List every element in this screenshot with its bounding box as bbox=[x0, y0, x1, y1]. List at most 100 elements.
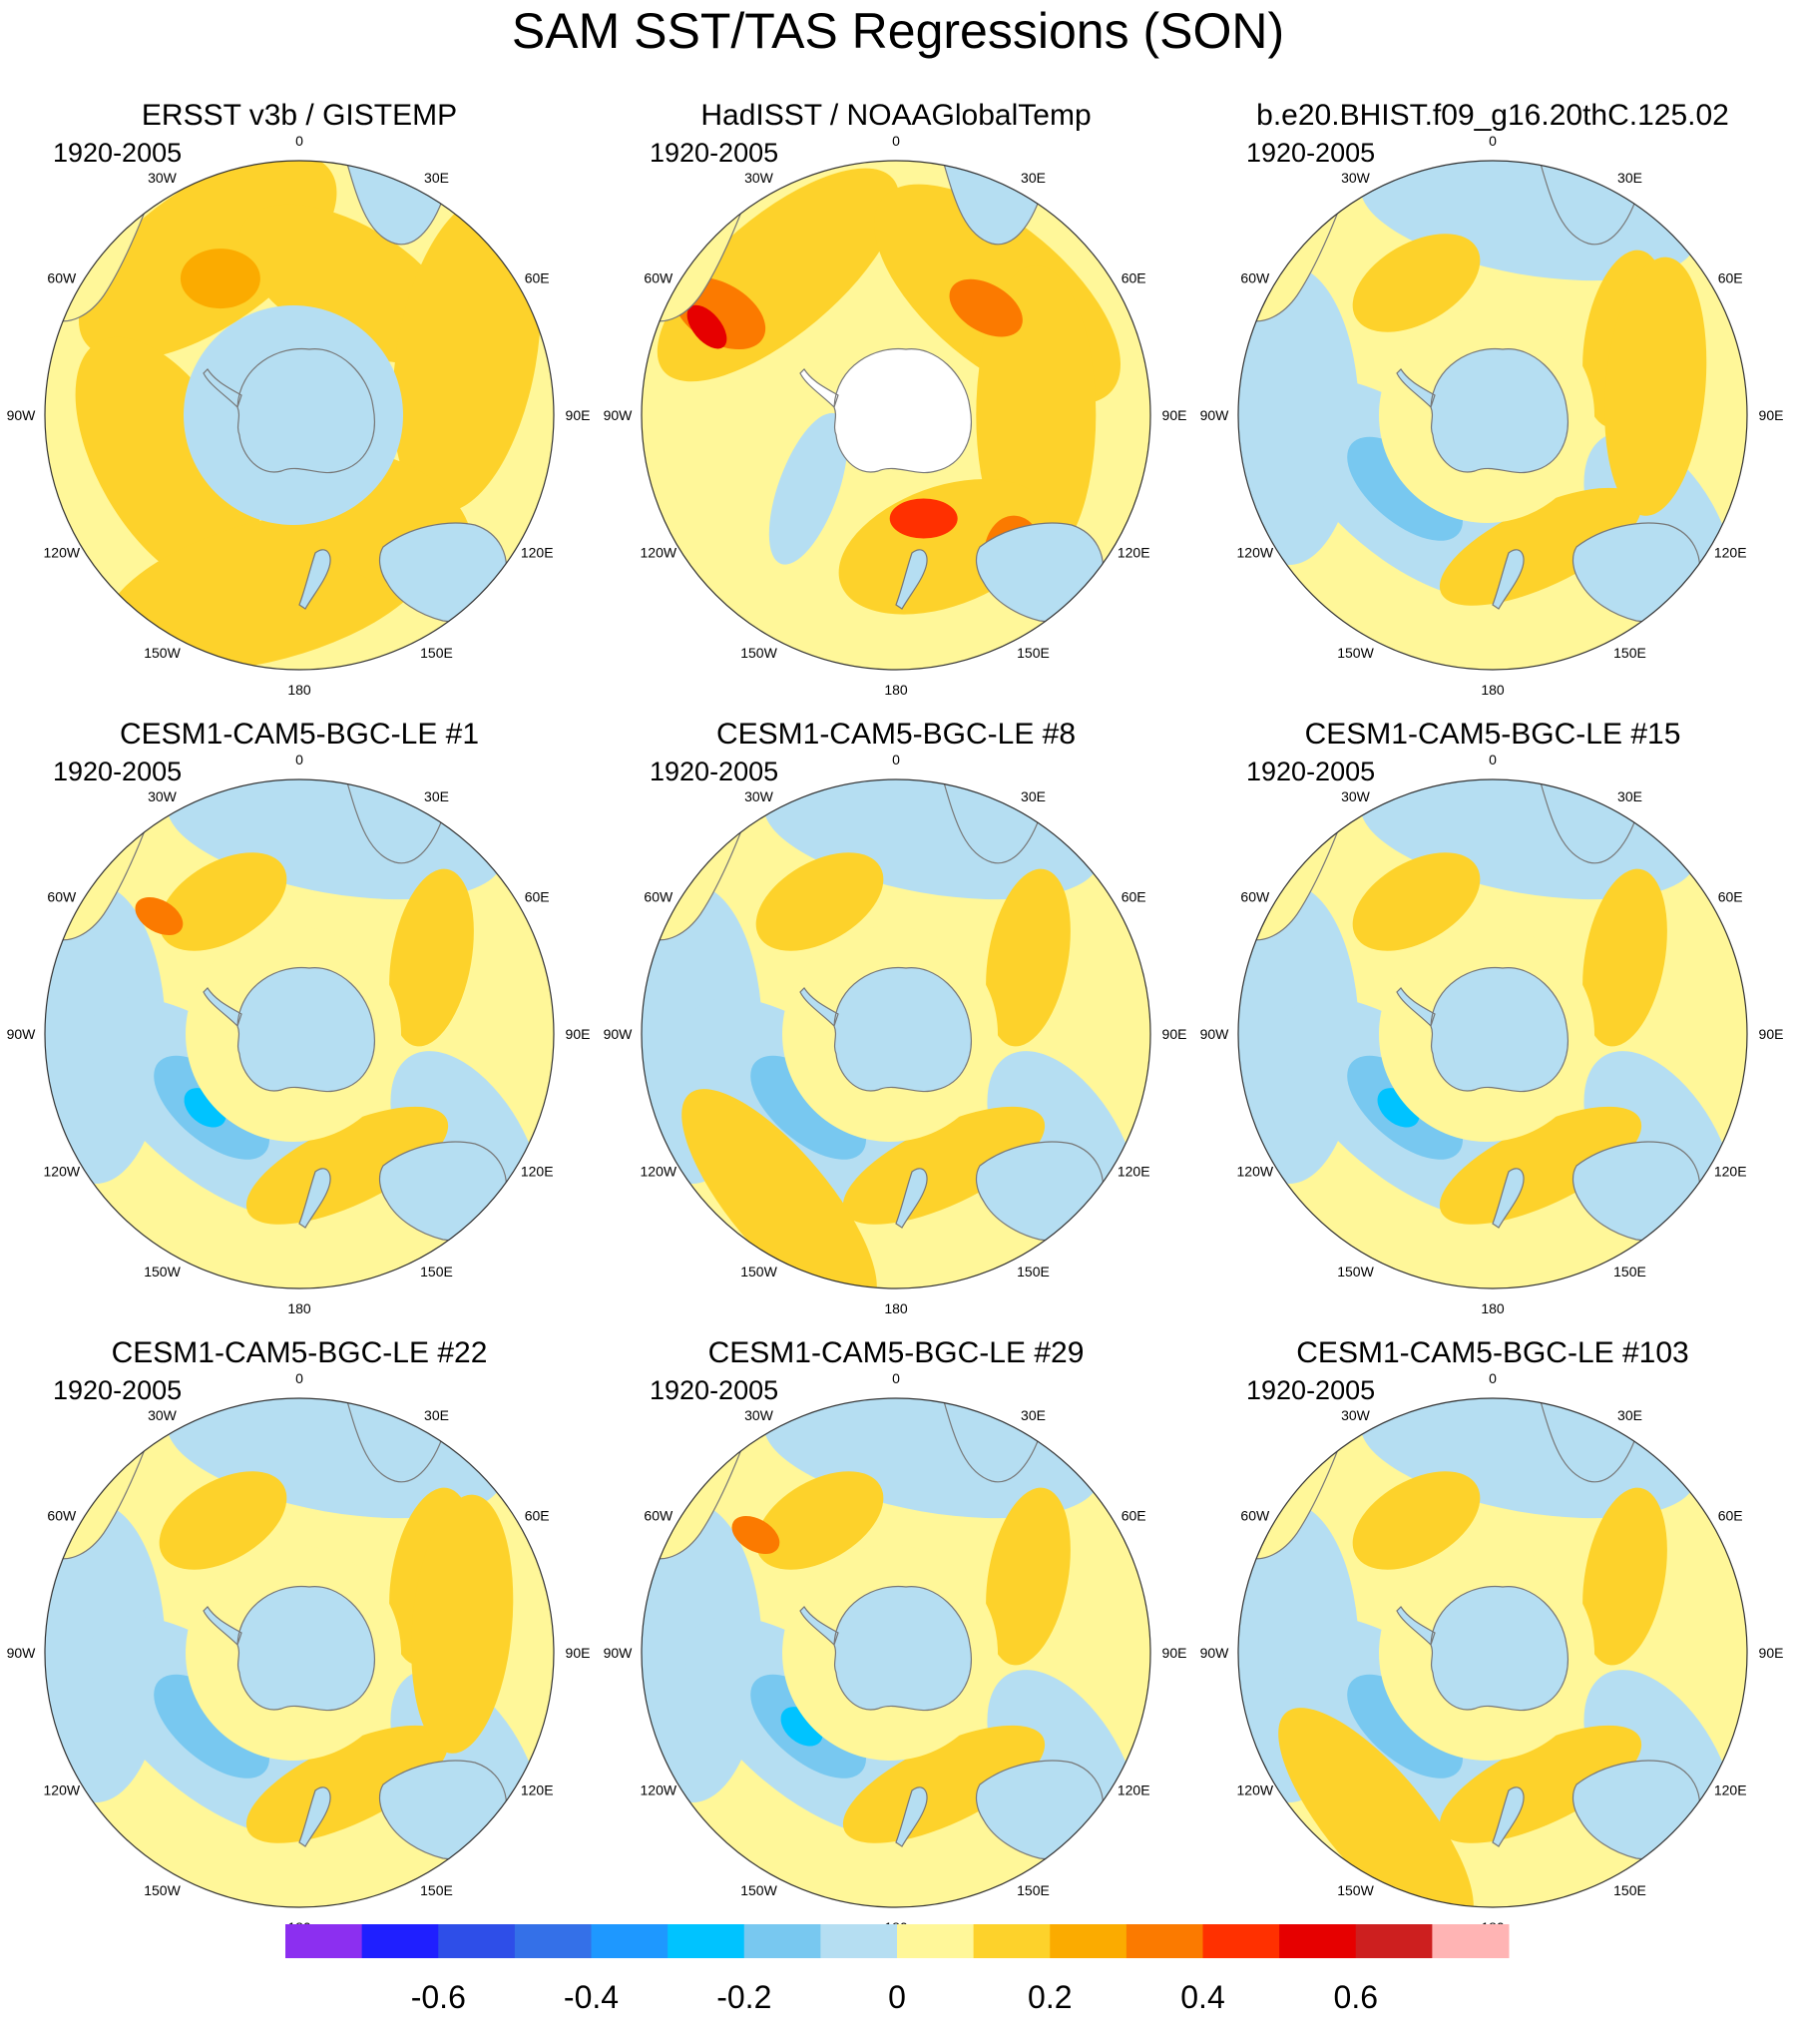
longitude-label: 30E bbox=[1617, 1407, 1642, 1423]
new-zealand-outline bbox=[1492, 549, 1525, 610]
map-boundary-circle bbox=[44, 778, 555, 1289]
colorbar-swatch bbox=[897, 1924, 975, 1958]
longitude-label: 120W bbox=[44, 1164, 81, 1180]
longitude-label: 60W bbox=[1240, 1508, 1270, 1524]
longitude-label: 180 bbox=[1481, 1300, 1505, 1316]
map-panel: CESM1-CAM5-BGC-LE #29 1920-2005 0 30E 60E 90E… bbox=[604, 1336, 1187, 1935]
longitude-label: 0 bbox=[892, 752, 900, 767]
colorbar-tick-label: -0.6 bbox=[411, 1979, 466, 2015]
longitude-label: 120E bbox=[1714, 1164, 1747, 1180]
contour-region bbox=[842, 1725, 1046, 1843]
longitude-label: 180 bbox=[287, 1300, 311, 1316]
map-panel: CESM1-CAM5-BGC-LE #103 1920-2005 0 30E 60E 90… bbox=[1200, 1336, 1784, 1935]
colorbar-swatch bbox=[743, 1924, 821, 1958]
map-panel: CESM1-CAM5-BGC-LE #1 1920-2005 0 30E 60E 90E 1… bbox=[7, 718, 591, 1316]
longitude-label: 30E bbox=[424, 170, 449, 186]
longitude-label: 60W bbox=[47, 1508, 77, 1524]
longitude-label: 30W bbox=[1341, 1407, 1371, 1423]
longitude-label: 150E bbox=[1017, 1264, 1050, 1279]
contour-region bbox=[245, 1106, 449, 1225]
longitude-label: 60W bbox=[644, 889, 674, 905]
map-boundary-circle bbox=[641, 778, 1151, 1289]
colorbar-swatch bbox=[591, 1924, 669, 1958]
antarctica-landmass bbox=[203, 1585, 375, 1712]
colorbar-swatch bbox=[1050, 1924, 1127, 1958]
contour-region bbox=[889, 498, 958, 539]
longitude-label: 120E bbox=[1714, 545, 1747, 561]
longitude-label: 90W bbox=[7, 407, 37, 423]
colorbar-swatch bbox=[438, 1924, 516, 1958]
contour-region bbox=[1604, 256, 1707, 516]
longitude-label: 60W bbox=[47, 889, 77, 905]
longitude-label: 150W bbox=[740, 1264, 777, 1279]
map-boundary-circle bbox=[1237, 1397, 1748, 1908]
antarctica-landmass bbox=[1396, 966, 1569, 1093]
panel-period: 1920-2005 bbox=[650, 138, 778, 168]
longitude-label: 90E bbox=[1759, 1026, 1784, 1042]
contour-region bbox=[842, 1106, 1046, 1225]
longitude-label: 0 bbox=[295, 752, 303, 767]
longitude-label: 120W bbox=[44, 1783, 81, 1798]
longitude-label: 90W bbox=[1200, 407, 1230, 423]
colorbar-tick-label: 0 bbox=[888, 1979, 906, 2015]
longitude-label: 90E bbox=[1759, 407, 1784, 423]
longitude-label: 90E bbox=[566, 407, 591, 423]
longitude-label: 150W bbox=[144, 1264, 181, 1279]
longitude-label: 150E bbox=[420, 1882, 453, 1898]
figure-title: SAM SST/TAS Regressions (SON) bbox=[511, 3, 1285, 59]
longitude-label: 150W bbox=[740, 1882, 777, 1898]
longitude-label: 90E bbox=[1162, 407, 1187, 423]
map-boundary-circle bbox=[1237, 160, 1748, 671]
contour-region bbox=[154, 1674, 270, 1779]
longitude-label: 90E bbox=[1162, 1645, 1187, 1661]
new-zealand-outline bbox=[1492, 1168, 1525, 1229]
contour-region bbox=[986, 1487, 1071, 1666]
panel-title: CESM1-CAM5-BGC-LE #22 bbox=[112, 1336, 488, 1369]
field-contours bbox=[45, 779, 554, 1288]
longitude-label: 0 bbox=[892, 1370, 900, 1386]
longitude-label: 150E bbox=[1613, 645, 1646, 661]
contour-region bbox=[1582, 1487, 1667, 1666]
longitude-label: 150E bbox=[1613, 1264, 1646, 1279]
longitude-label: 60E bbox=[1122, 889, 1146, 905]
panel-period: 1920-2005 bbox=[53, 138, 182, 168]
longitude-label: 150W bbox=[1337, 1264, 1374, 1279]
field-contours bbox=[642, 161, 1150, 670]
longitude-label: 30E bbox=[1021, 788, 1046, 804]
longitude-label: 90E bbox=[566, 1026, 591, 1042]
longitude-label: 0 bbox=[892, 133, 900, 149]
panel-period: 1920-2005 bbox=[1246, 757, 1375, 786]
longitude-label: 150W bbox=[740, 645, 777, 661]
field-contours bbox=[1238, 161, 1747, 670]
contour-region bbox=[768, 412, 848, 565]
panel-title: b.e20.BHIST.f09_g16.20thC.125.02 bbox=[1256, 99, 1729, 132]
field-contours bbox=[642, 779, 1150, 1288]
colorbar-tick-label: 0.4 bbox=[1180, 1979, 1224, 2015]
new-zealand-outline bbox=[895, 1787, 928, 1847]
new-zealand-outline bbox=[298, 1168, 331, 1229]
contour-region bbox=[1347, 436, 1464, 541]
panel-period: 1920-2005 bbox=[650, 757, 778, 786]
longitude-label: 120W bbox=[44, 545, 81, 561]
map-boundary-circle bbox=[641, 160, 1151, 671]
contour-region bbox=[1439, 487, 1642, 606]
colorbar-swatch bbox=[285, 1924, 363, 1958]
map-panel: CESM1-CAM5-BGC-LE #15 1920-2005 0 30E 60E 90E… bbox=[1200, 718, 1784, 1316]
antarctica-landmass bbox=[1396, 1585, 1569, 1712]
longitude-label: 90E bbox=[1759, 1645, 1784, 1661]
longitude-label: 90E bbox=[1162, 1026, 1187, 1042]
longitude-label: 180 bbox=[287, 682, 311, 698]
longitude-label: 120E bbox=[1118, 1164, 1150, 1180]
map-panel: b.e20.BHIST.f09_g16.20thC.125.02 1920-200… bbox=[1200, 99, 1784, 698]
panel-period: 1920-2005 bbox=[1246, 138, 1375, 168]
longitude-label: 30E bbox=[424, 788, 449, 804]
colorbar-swatch bbox=[820, 1924, 898, 1958]
contour-region bbox=[1347, 1674, 1464, 1779]
longitude-label: 30W bbox=[148, 788, 178, 804]
longitude-label: 30E bbox=[424, 1407, 449, 1423]
colorbar-tick-label: -0.2 bbox=[716, 1979, 771, 2015]
longitude-label: 150E bbox=[1017, 645, 1050, 661]
panel-title: CESM1-CAM5-BGC-LE #29 bbox=[708, 1336, 1085, 1369]
longitude-label: 120E bbox=[521, 545, 554, 561]
longitude-label: 120E bbox=[521, 1783, 554, 1798]
